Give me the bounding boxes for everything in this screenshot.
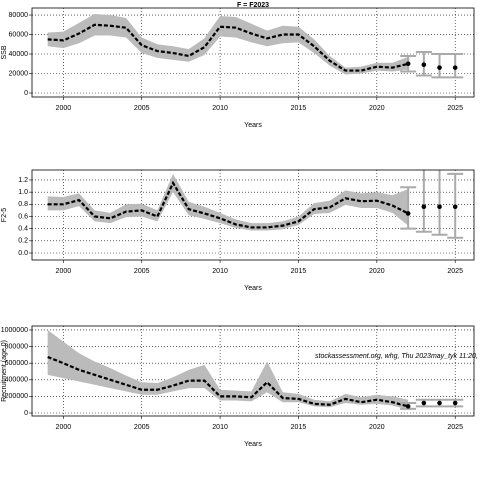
estimate-line [47,355,409,408]
x-tick-label: 2010 [212,424,228,431]
y-axis-label: F2-5 [1,208,8,223]
confidence-band [47,173,409,231]
x-tick-label: 2005 [134,268,150,275]
x-axis-label: Years [244,285,262,292]
x-tick-label: 2020 [369,268,385,275]
estimate-line [47,23,409,72]
y-tick-label: 60000 [9,31,29,38]
projection-point [405,61,411,67]
x-axis-label: Years [244,441,262,448]
y-tick-label: 200000 [5,393,28,400]
projection-point [452,204,458,210]
projection-point [452,400,458,406]
annotation: stockassessment.org, whg, Thu 2023may_ty… [315,353,480,360]
plot-frame [31,169,475,261]
x-tick-label: 2025 [447,268,463,275]
y-tick-label: 400000 [5,377,28,384]
x-tick-label: 2025 [447,105,463,112]
x-tick-label: 2000 [56,105,72,112]
x-tick-label: 2015 [291,424,307,431]
y-tick-label: 1.2 [18,177,28,184]
chart-title: F = F2023 [237,2,269,9]
x-tick-label: 2000 [56,268,72,275]
y-tick-label: 1.0 [18,189,28,196]
x-tick-label: 2015 [291,268,307,275]
projection-point [405,211,411,216]
x-tick-label: 2025 [447,424,463,431]
x-tick-label: 2005 [134,105,150,112]
x-tick-label: 2020 [369,105,385,112]
y-tick-label: 0 [24,410,28,417]
projection-point [452,65,458,70]
x-axis-label: Years [244,122,262,129]
projection-point [421,204,427,210]
x-tick-label: 2020 [369,424,385,431]
y-tick-label: 0.2 [18,238,28,245]
y-tick-label: 1000000 [1,327,28,334]
projection-point [437,65,442,70]
x-tick-label: 2015 [291,105,307,112]
y-tick-label: 40000 [9,51,29,58]
plot-frame [31,325,475,417]
y-tick-label: 0.8 [18,201,28,208]
plot-frame [31,7,475,98]
projection-point [421,400,427,406]
y-axis-label: SSB [1,45,8,59]
projection-point [421,62,427,68]
x-tick-label: 2000 [56,424,72,431]
x-tick-label: 2010 [212,105,228,112]
x-tick-label: 2010 [212,268,228,275]
projection-point [437,204,442,210]
y-tick-label: 0.6 [18,213,28,220]
y-tick-label: 800000 [5,343,28,350]
projection-point [405,404,411,409]
y-axis-label: Recruitment (age 0) [1,340,8,402]
y-tick-label: 600000 [5,360,28,367]
y-tick-label: 80000 [9,12,29,19]
y-tick-label: 0.0 [18,250,28,257]
projection-point [437,400,442,406]
confidence-band [47,329,409,410]
x-tick-label: 2005 [134,424,150,431]
y-tick-label: 0 [24,90,28,97]
estimate-line [47,180,409,229]
y-tick-label: 0.4 [18,226,28,233]
y-tick-label: 20000 [9,70,29,77]
confidence-band [47,14,409,75]
